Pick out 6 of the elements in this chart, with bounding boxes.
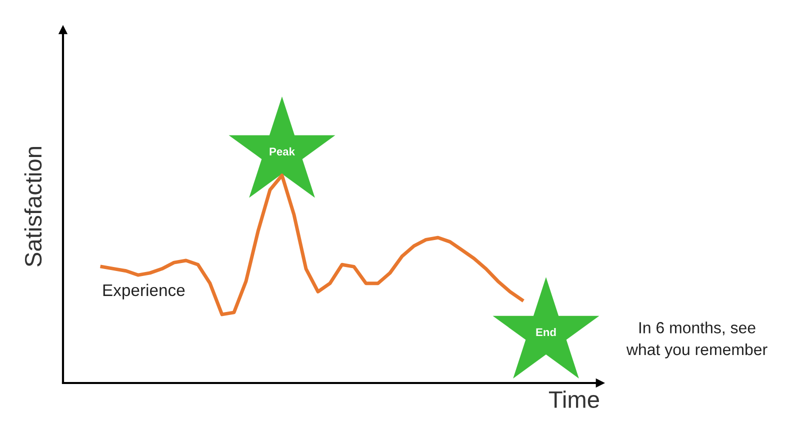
text: Peak <box>270 147 295 156</box>
text: End <box>536 328 556 336</box>
text: In 6 months, see what you remember <box>626 322 768 358</box>
x-axis-title: Time <box>548 390 599 408</box>
y-axis-title: Satisfaction <box>24 147 42 266</box>
annotation: Experience <box>103 284 185 300</box>
